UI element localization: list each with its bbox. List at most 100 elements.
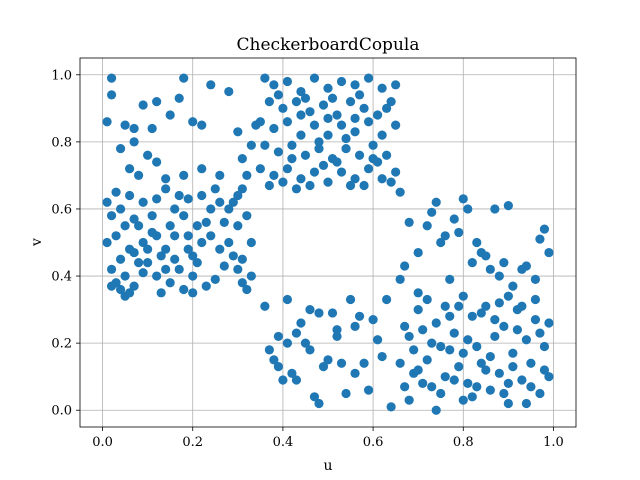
data-point <box>106 73 117 83</box>
data-point <box>490 315 500 325</box>
data-point <box>188 288 198 298</box>
data-point <box>287 140 297 150</box>
data-point <box>246 140 256 150</box>
data-point <box>314 143 324 154</box>
data-point <box>115 254 126 264</box>
data-point <box>530 294 541 305</box>
data-point <box>278 375 288 385</box>
data-point <box>391 120 401 130</box>
data-point <box>494 298 504 308</box>
data-point <box>431 405 441 415</box>
data-point <box>341 388 351 399</box>
data-point <box>490 331 500 342</box>
data-point <box>305 345 315 355</box>
data-point <box>323 130 333 140</box>
data-point <box>526 358 536 368</box>
data-point <box>273 90 283 100</box>
data-point <box>345 97 356 107</box>
data-point <box>508 281 518 291</box>
data-point <box>458 395 468 405</box>
data-point <box>224 204 234 214</box>
data-point <box>269 170 279 181</box>
data-point <box>197 164 207 174</box>
data-point <box>508 362 518 372</box>
data-point <box>179 170 189 181</box>
data-point <box>454 301 464 311</box>
data-point <box>174 190 184 201</box>
data-point <box>508 348 518 358</box>
data-point <box>305 107 315 117</box>
data-point <box>282 76 293 87</box>
data-point <box>188 271 198 281</box>
data-point <box>521 398 532 409</box>
x-tick-label: 1.0 <box>543 435 564 450</box>
data-point <box>269 80 279 90</box>
y-tick-label: 0.2 <box>51 337 72 352</box>
data-point <box>143 150 153 160</box>
y-tick-label: 1.0 <box>51 68 72 83</box>
data-point <box>377 130 387 140</box>
data-point <box>359 358 369 368</box>
data-point <box>242 284 252 295</box>
data-point <box>363 73 374 83</box>
data-point <box>233 190 243 201</box>
x-tick-label: 0.8 <box>453 435 474 450</box>
data-point <box>458 291 468 301</box>
data-point <box>219 261 229 271</box>
data-point <box>215 197 225 207</box>
data-point <box>418 325 428 335</box>
scatter-points <box>102 73 554 415</box>
data-point <box>377 174 387 184</box>
data-point <box>463 204 473 214</box>
data-point <box>242 170 252 181</box>
data-point <box>458 194 468 204</box>
data-point <box>341 143 351 154</box>
data-point <box>354 311 365 321</box>
data-point <box>490 204 500 214</box>
data-point <box>215 170 225 181</box>
data-point <box>481 301 491 311</box>
data-point <box>332 157 342 167</box>
data-point <box>129 247 139 258</box>
data-point <box>120 271 130 281</box>
data-point <box>215 244 225 254</box>
data-point <box>336 76 347 87</box>
data-point <box>539 224 550 234</box>
data-point <box>521 261 532 271</box>
data-point <box>282 294 293 305</box>
data-point <box>201 281 211 291</box>
data-point <box>318 362 329 372</box>
data-point <box>422 221 432 231</box>
data-point <box>129 123 139 134</box>
data-point <box>246 237 256 248</box>
x-tick-label: 0.0 <box>92 435 113 450</box>
data-point <box>156 288 166 298</box>
data-point <box>129 214 139 224</box>
data-point <box>400 382 410 392</box>
data-point <box>431 197 441 207</box>
data-point <box>503 291 513 301</box>
data-point <box>305 304 315 315</box>
data-point <box>427 207 437 217</box>
data-point <box>260 73 270 83</box>
data-point <box>341 133 351 144</box>
data-point <box>377 83 387 93</box>
data-point <box>440 301 450 311</box>
data-point <box>463 378 473 388</box>
data-point <box>183 244 193 254</box>
data-point <box>413 288 423 298</box>
axis-ticks: 0.0 0.2 0.4 0.6 0.8 1.0 0.0 0.2 0.4 0.6 0.8 1.0 <box>51 68 563 450</box>
data-point <box>436 341 446 352</box>
data-point <box>102 117 112 127</box>
data-point <box>467 392 477 402</box>
data-point <box>282 164 293 174</box>
data-point <box>170 254 180 264</box>
data-point <box>386 97 396 107</box>
data-point <box>336 167 347 177</box>
data-point <box>188 251 198 261</box>
data-point <box>273 331 283 342</box>
data-point <box>206 204 216 214</box>
data-point <box>278 103 288 113</box>
data-point <box>273 362 283 372</box>
data-point <box>544 372 554 382</box>
